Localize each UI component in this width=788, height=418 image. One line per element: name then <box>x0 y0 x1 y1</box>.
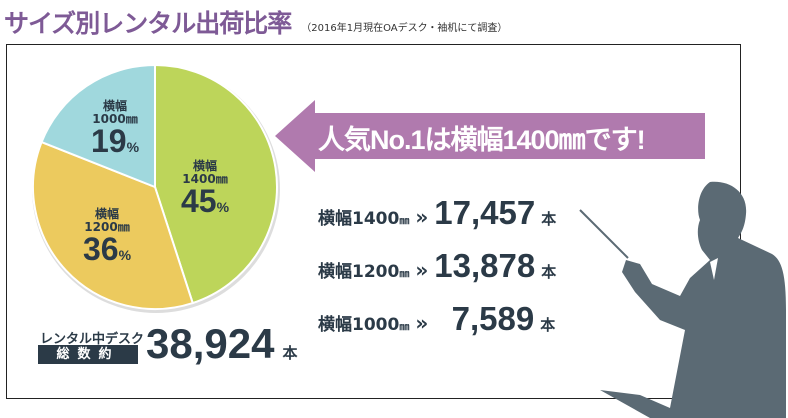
count-row-1200: 横幅1200㎜ » 13,878 本 <box>318 247 557 284</box>
total-badge: 総数約 <box>38 345 138 364</box>
arrow-banner <box>275 100 705 172</box>
slice-label-1000: 横幅 1000㎜ 19% <box>90 99 140 160</box>
count-row-1000: 横幅1000㎜ » 7,589 本 <box>318 300 556 337</box>
count-row-1400: 横幅1400㎜ » 17,457 本 <box>318 194 557 231</box>
page-title: サイズ別レンタル出荷比率 <box>4 9 292 38</box>
slice-label-1400: 横幅 1400㎜ 45% <box>180 159 230 220</box>
pie-slice-1 <box>32 140 194 310</box>
pie-chart <box>32 63 280 313</box>
total-caption: レンタル中デスク <box>40 332 145 347</box>
headline-text: 人気No.1は横幅1400㎜です! <box>318 125 646 155</box>
pie-slice-0 <box>154 63 278 305</box>
survey-note: （2016年1月現在OAデスク・袖机にて調査） <box>301 23 508 34</box>
total-line: 38,924 本 <box>146 320 297 368</box>
slice-label-1200: 横幅 1200㎜ 36% <box>82 207 132 268</box>
total-unit: 本 <box>282 344 298 362</box>
title-row: サイズ別レンタル出荷比率 （2016年1月現在OAデスク・袖机にて調査） <box>4 4 507 40</box>
presenter-silhouette-icon <box>579 181 786 418</box>
total-value: 38,924 <box>146 320 275 367</box>
pie-slice-2 <box>40 63 156 189</box>
